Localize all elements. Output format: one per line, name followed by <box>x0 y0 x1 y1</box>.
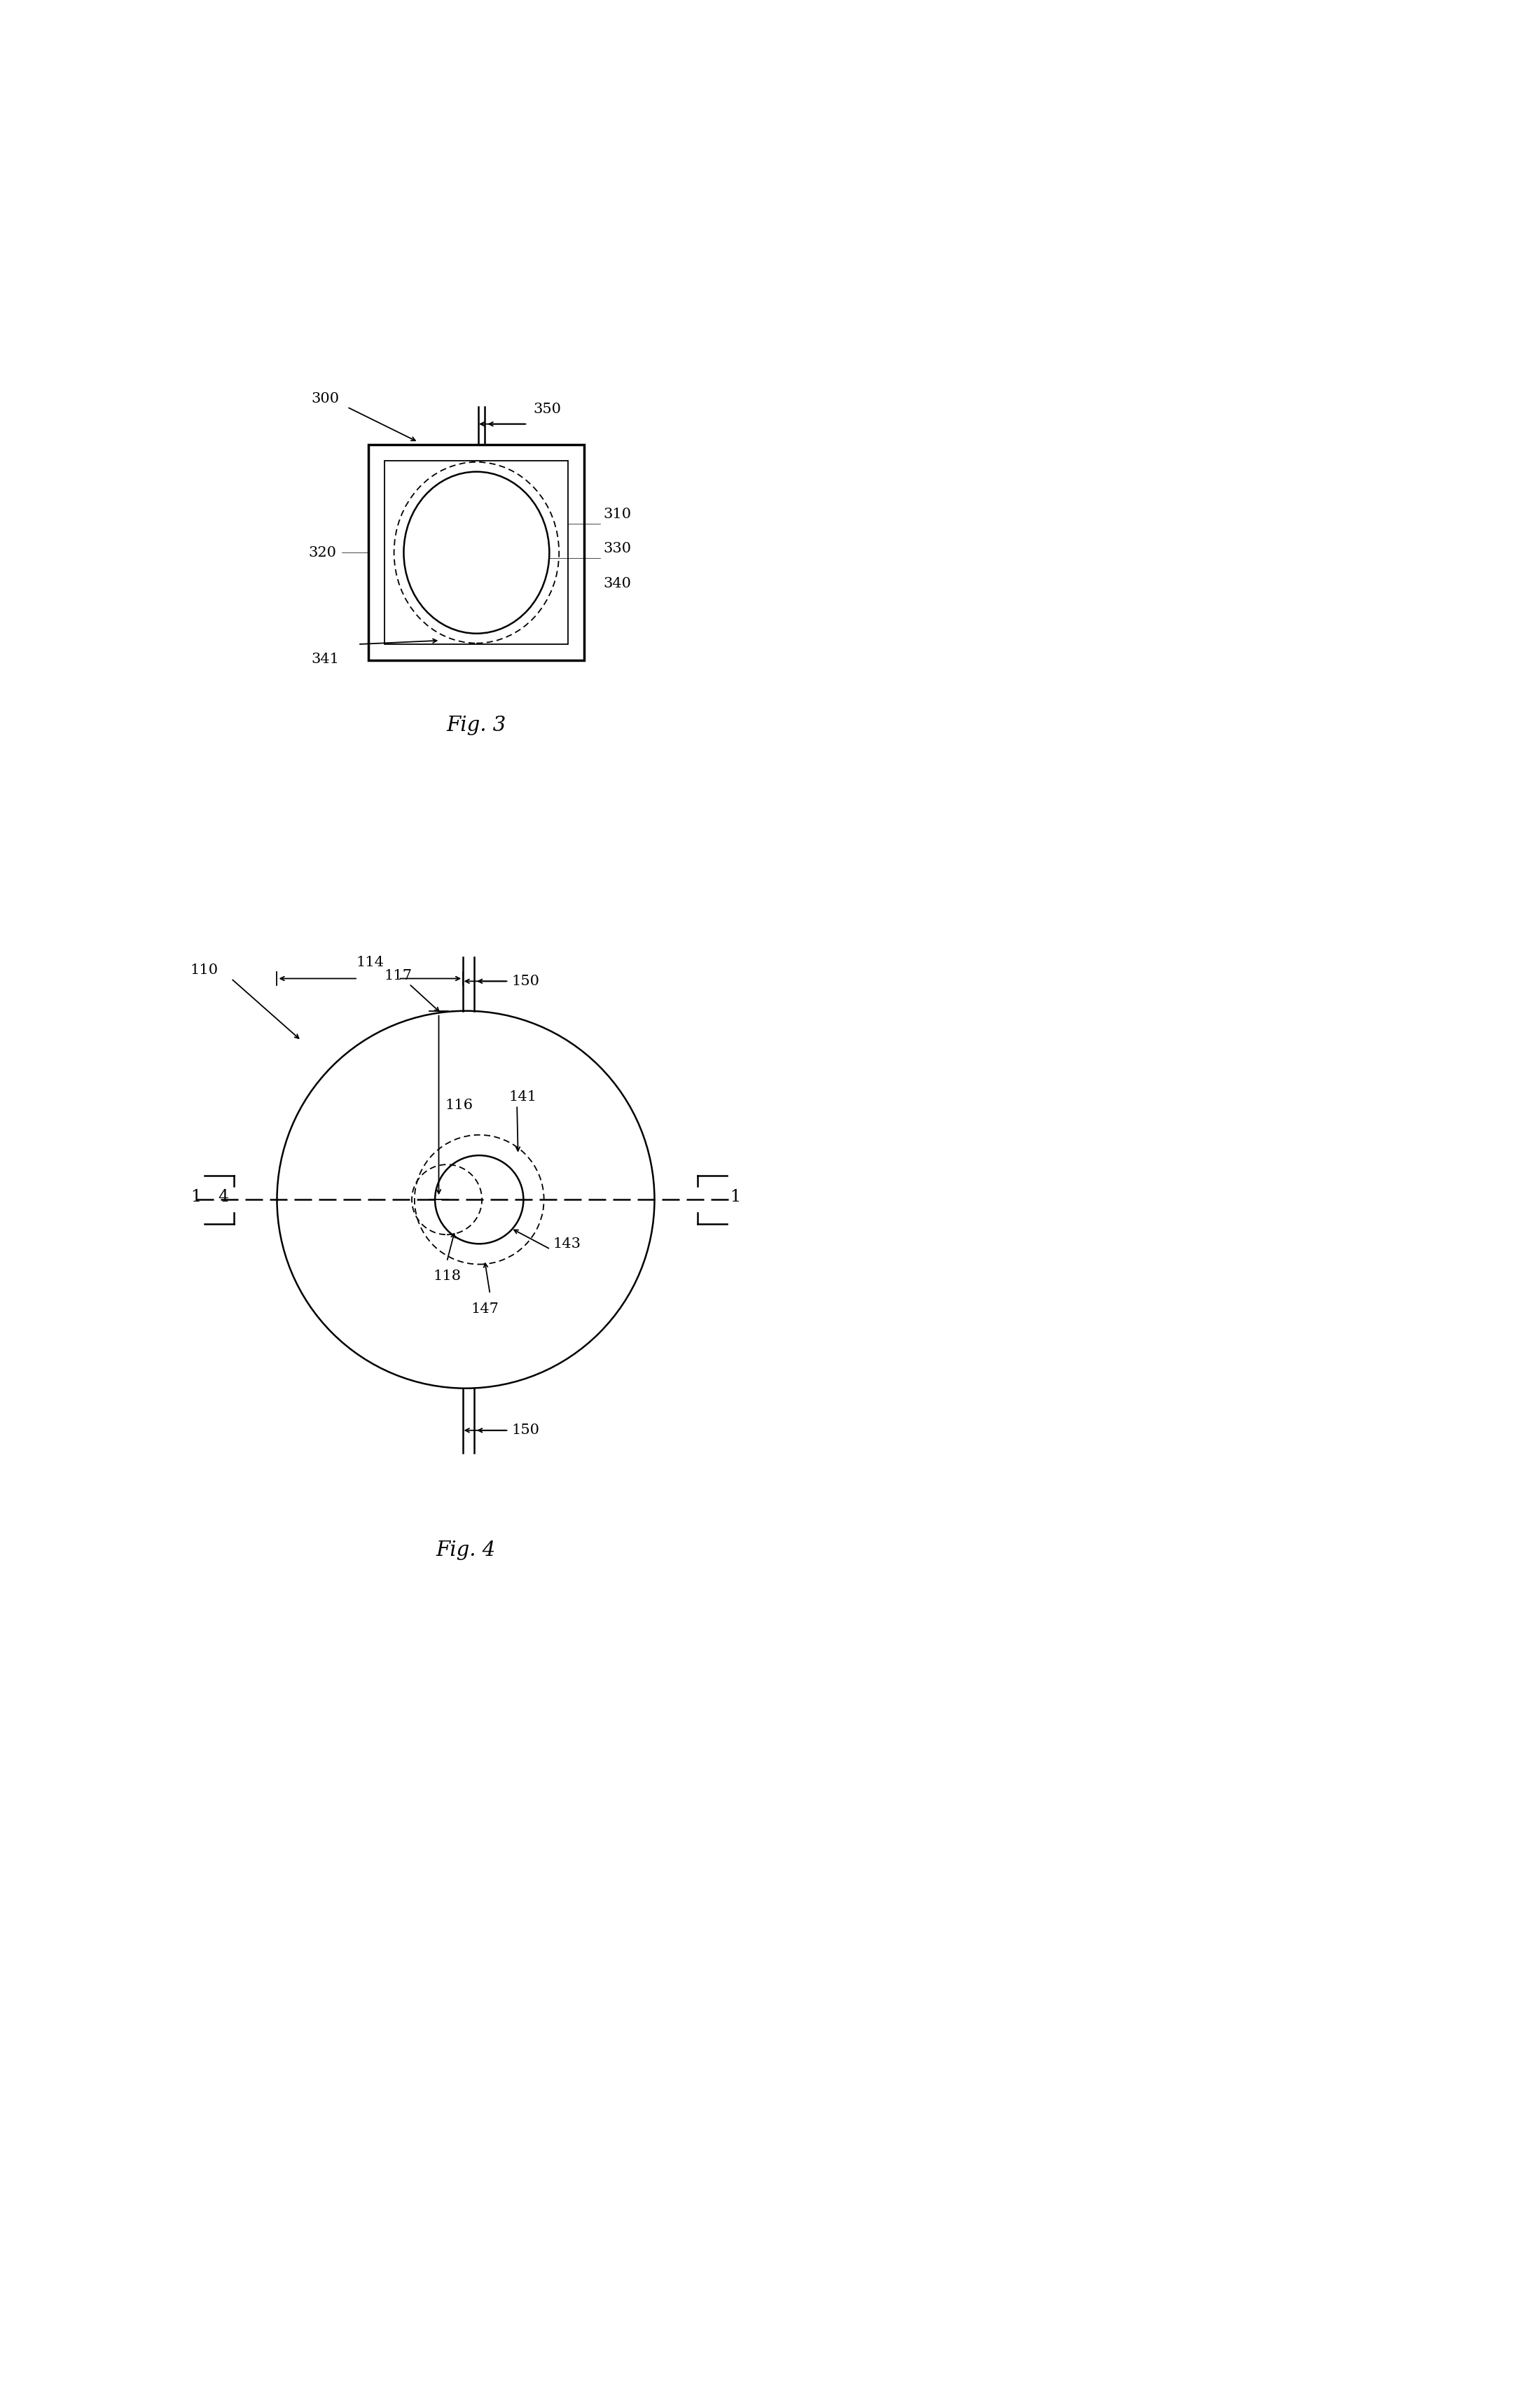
Text: 1: 1 <box>191 1190 201 1204</box>
Text: 118: 118 <box>432 1269 461 1283</box>
Text: 143: 143 <box>554 1238 581 1250</box>
Text: 310: 310 <box>603 508 632 520</box>
Text: 141: 141 <box>509 1091 537 1103</box>
Text: 300: 300 <box>312 393 340 405</box>
Text: Fig. 4: Fig. 4 <box>435 1541 495 1560</box>
Text: 114: 114 <box>355 956 384 968</box>
Text: 150: 150 <box>512 975 540 987</box>
Text: 341: 341 <box>312 653 340 665</box>
Text: 147: 147 <box>471 1303 498 1315</box>
Text: 1: 1 <box>731 1190 741 1204</box>
Text: 320: 320 <box>308 547 337 559</box>
Text: 4: 4 <box>218 1190 228 1204</box>
Text: 117: 117 <box>384 968 412 982</box>
Bar <box>369 445 584 660</box>
Text: Fig. 3: Fig. 3 <box>446 715 506 734</box>
Text: 340: 340 <box>603 578 631 590</box>
Text: 330: 330 <box>603 542 632 556</box>
Bar <box>384 460 568 645</box>
Text: 150: 150 <box>512 1423 540 1438</box>
Text: 116: 116 <box>444 1098 474 1112</box>
Text: 350: 350 <box>534 402 561 417</box>
Text: 110: 110 <box>191 963 218 978</box>
